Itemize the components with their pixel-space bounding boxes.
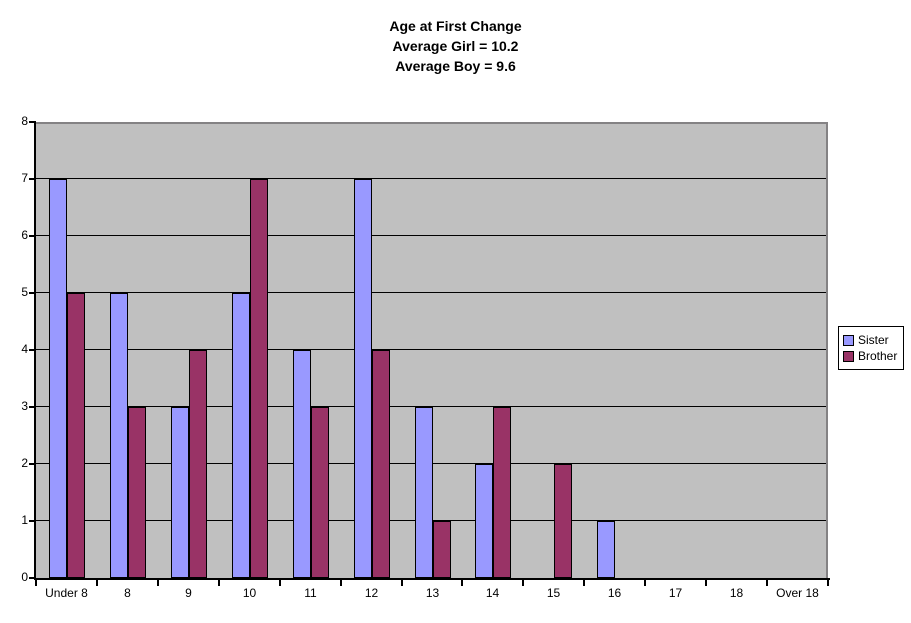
bar-brother-11	[311, 407, 329, 578]
x-axis-tick-13	[827, 580, 829, 586]
x-axis-label-16: 16	[607, 586, 622, 600]
chart-title-line-1: Age at First Change	[389, 18, 522, 34]
bar-brother-10	[250, 179, 268, 578]
x-axis-tick-2	[157, 580, 159, 586]
y-axis-label-4: 4	[21, 342, 28, 356]
bar-sister-11	[293, 350, 311, 578]
x-axis-tick-3	[218, 580, 220, 586]
bar-sister-13	[415, 407, 433, 578]
y-axis-label-1: 1	[21, 513, 28, 527]
x-axis-label-15: 15	[546, 586, 561, 600]
x-axis-tick-0	[35, 580, 37, 586]
bar-brother-14	[493, 407, 511, 578]
bar-sister-10	[232, 293, 250, 578]
legend: Sister Brother	[838, 326, 904, 370]
plot-area	[36, 122, 828, 578]
x-axis-tick-5	[340, 580, 342, 586]
legend-swatch-sister-icon	[843, 334, 854, 346]
x-axis-label-18: 18	[729, 586, 744, 600]
bar-brother-13	[433, 521, 451, 578]
chart-title-line-3: Average Boy = 9.6	[395, 58, 516, 74]
bar-sister-under-8	[49, 179, 67, 578]
bar-sister-8	[110, 293, 128, 578]
chart-title-line-2: Average Girl = 10.2	[392, 38, 519, 54]
y-axis-label-5: 5	[21, 285, 28, 299]
legend-label-brother: Brother	[858, 349, 898, 363]
legend-swatch-brother-icon	[843, 350, 854, 362]
x-axis-tick-12	[766, 580, 768, 586]
y-axis-tick-1	[29, 520, 35, 522]
y-axis-label-0: 0	[21, 570, 28, 584]
x-axis-label-under-8: Under 8	[45, 586, 88, 600]
x-axis-label-17: 17	[668, 586, 683, 600]
x-axis-tick-8	[522, 580, 524, 586]
bar-brother-12	[372, 350, 390, 578]
x-axis-line	[34, 578, 830, 580]
x-axis-label-14: 14	[485, 586, 500, 600]
bar-brother-8	[128, 407, 146, 578]
x-axis-label-11: 11	[304, 586, 317, 600]
legend-item-sister: Sister	[843, 332, 900, 348]
legend-label-sister: Sister	[858, 333, 889, 347]
bar-sister-12	[354, 179, 372, 578]
y-axis-tick-5	[29, 292, 35, 294]
y-axis-tick-8	[29, 121, 35, 123]
y-axis-tick-7	[29, 178, 35, 180]
gridline-4	[36, 349, 826, 350]
y-axis-tick-2	[29, 463, 35, 465]
y-axis-label-8: 8	[21, 114, 28, 128]
y-axis-tick-0	[29, 577, 35, 579]
x-axis-label-8: 8	[124, 586, 131, 600]
chart-title: Age at First Change Average Girl = 10.2 …	[0, 16, 911, 76]
bar-brother-under-8	[67, 293, 85, 578]
x-axis-tick-1	[96, 580, 98, 586]
gridline-6	[36, 235, 826, 236]
y-axis-line	[34, 121, 36, 580]
x-axis-tick-4	[279, 580, 281, 586]
y-axis-label-7: 7	[21, 171, 28, 185]
y-axis-label-3: 3	[21, 399, 28, 413]
x-axis-label-9: 9	[185, 586, 192, 600]
x-axis-label-13: 13	[425, 586, 440, 600]
bar-brother-15	[554, 464, 572, 578]
y-axis-label-6: 6	[21, 228, 28, 242]
y-axis-tick-4	[29, 349, 35, 351]
y-axis-tick-6	[29, 235, 35, 237]
x-axis-label-12: 12	[364, 586, 379, 600]
legend-item-brother: Brother	[843, 348, 900, 364]
x-axis-label-10: 10	[242, 586, 257, 600]
gridline-5	[36, 292, 826, 293]
gridline-7	[36, 178, 826, 179]
x-axis-tick-6	[401, 580, 403, 586]
x-axis-tick-11	[705, 580, 707, 586]
x-axis-label-over-18: Over 18	[776, 586, 819, 600]
x-axis-tick-7	[461, 580, 463, 586]
bar-brother-9	[189, 350, 207, 578]
y-axis-label-2: 2	[21, 456, 28, 470]
bar-sister-9	[171, 407, 189, 578]
bar-sister-16	[597, 521, 615, 578]
bar-sister-14	[475, 464, 493, 578]
x-axis-tick-10	[644, 580, 646, 586]
gridline-3	[36, 406, 826, 407]
y-axis-tick-3	[29, 406, 35, 408]
x-axis-tick-9	[583, 580, 585, 586]
